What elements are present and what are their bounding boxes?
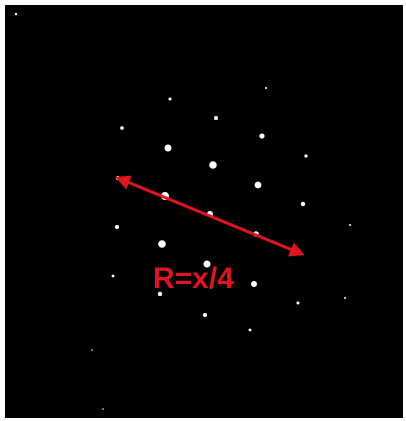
spot [255, 182, 262, 189]
diffraction-image: R=x/4 [0, 0, 406, 421]
spot [112, 275, 115, 278]
spot [158, 240, 166, 248]
spot [265, 87, 267, 89]
spot [169, 98, 172, 101]
spot [91, 349, 93, 351]
spot [344, 297, 346, 299]
spot [165, 145, 172, 152]
spot [203, 313, 207, 317]
annotation: R=x/4 [153, 262, 234, 295]
spot [259, 133, 264, 138]
page: {"annotation": "R=x/4"} [0, 0, 406, 421]
spot [304, 154, 307, 157]
spot [209, 161, 217, 169]
spot [297, 302, 300, 305]
spot [249, 329, 252, 332]
background [5, 5, 403, 418]
spot [349, 224, 351, 226]
spot [15, 13, 17, 15]
spot [251, 281, 257, 287]
spot [301, 202, 305, 206]
spot [115, 225, 119, 229]
spot [102, 408, 104, 410]
spot [214, 116, 218, 120]
spot [120, 126, 124, 130]
